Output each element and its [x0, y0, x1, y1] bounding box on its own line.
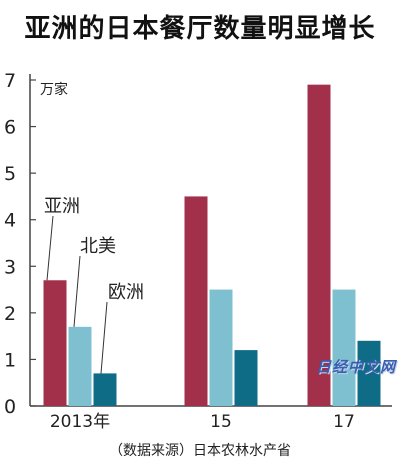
y-tick-label: 4 — [4, 210, 16, 232]
y-tick-label: 0 — [4, 396, 16, 418]
series-leader-line — [46, 215, 54, 281]
y-tick-label: 2 — [4, 303, 16, 325]
bar-北美-2013年 — [68, 326, 92, 406]
bar-北美-15 — [209, 289, 233, 406]
bar-北美-17 — [332, 289, 356, 406]
bar-欧洲-17 — [357, 340, 381, 406]
y-tick-label: 6 — [4, 117, 16, 139]
series-label-亚洲: 亚洲 — [44, 196, 80, 217]
x-category-label: 17 — [333, 412, 355, 432]
y-unit-label: 万家 — [40, 81, 68, 98]
bar-亚洲-2013年 — [43, 280, 67, 406]
y-tick-label: 7 — [4, 70, 16, 92]
chart-title: 亚洲的日本餐厅数量明显增长 — [24, 14, 376, 44]
bar-欧洲-2013年 — [93, 373, 117, 406]
y-tick-label: 3 — [4, 256, 16, 278]
watermark-logo: 日经中文网 — [315, 358, 396, 376]
series-leader-line — [100, 301, 108, 374]
series-label-欧洲: 欧洲 — [108, 282, 144, 303]
source-note: （数据来源）日本农林水产省 — [109, 443, 291, 459]
x-category-label: 15 — [210, 412, 232, 432]
y-tick-label: 5 — [4, 163, 16, 185]
series-label-北美: 北美 — [80, 236, 116, 257]
series-leader-line — [73, 255, 81, 327]
bar-亚洲-15 — [184, 196, 208, 406]
bar-欧洲-15 — [234, 350, 258, 406]
bar-亚洲-17 — [307, 84, 331, 407]
y-tick-label: 1 — [4, 349, 16, 371]
x-category-label: 2013年 — [50, 412, 110, 432]
